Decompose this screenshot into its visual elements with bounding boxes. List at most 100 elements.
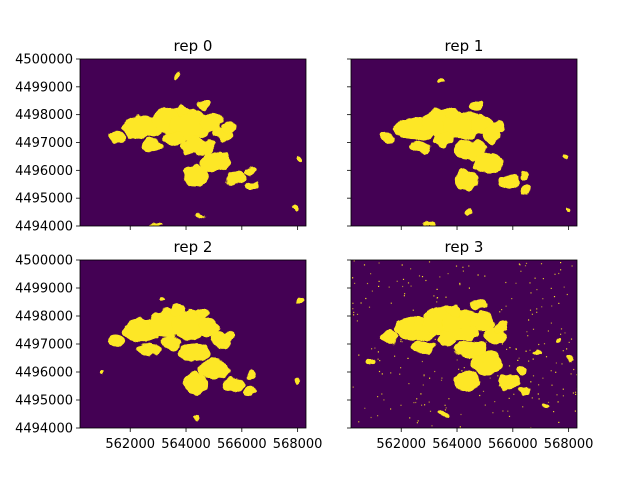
raster-blob (196, 100, 212, 110)
raster-speckle (573, 368, 575, 371)
raster-speckle (459, 350, 461, 352)
raster-blob (453, 369, 480, 392)
raster-speckle (558, 272, 560, 275)
raster-speckle (436, 301, 438, 303)
raster-speckle (508, 397, 510, 399)
raster-speckle (394, 355, 396, 357)
raster-speckle (525, 262, 528, 264)
raster-speckle (547, 401, 550, 403)
raster-speckle (513, 393, 515, 395)
raster-speckle (563, 286, 565, 288)
raster-blob (445, 107, 461, 119)
raster-speckle (445, 407, 447, 409)
raster-speckle (353, 311, 355, 313)
raster-speckle (401, 341, 403, 343)
x-tick-label: 568000 (544, 437, 594, 452)
raster-speckle (557, 401, 559, 403)
y-tick-label: 4497000 (15, 136, 73, 151)
raster-speckle (400, 339, 402, 341)
raster-speckle (547, 330, 549, 332)
raster-speckle (441, 377, 443, 379)
raster-blob (170, 305, 185, 316)
raster-blob (244, 386, 256, 395)
raster-blob (295, 297, 303, 304)
x-tick-label: 562000 (105, 437, 155, 452)
raster-speckle (397, 326, 399, 328)
raster-speckle (564, 332, 566, 334)
raster-speckle (421, 404, 423, 406)
raster-speckle (525, 350, 527, 352)
raster-speckle (434, 370, 436, 373)
raster-speckle (518, 263, 520, 265)
y-tick-label: 4499000 (15, 282, 73, 297)
y-tick-label: 4496000 (15, 164, 73, 179)
raster-blob (566, 207, 571, 212)
x-tick-label: 562000 (376, 437, 426, 452)
raster-speckle (410, 268, 412, 270)
raster-speckle (356, 313, 359, 315)
raster-blob (472, 153, 504, 174)
raster-speckle (447, 273, 449, 275)
raster-speckle (482, 361, 484, 363)
raster-speckle (550, 287, 552, 289)
raster-speckle (560, 328, 563, 330)
raster-blob (519, 385, 531, 395)
raster-speckle (492, 412, 494, 414)
raster-speckle (390, 302, 392, 304)
raster-speckle (448, 398, 450, 400)
raster-speckle (421, 324, 423, 326)
raster-speckle (540, 263, 543, 265)
raster-speckle (574, 391, 577, 393)
raster-speckle (463, 367, 465, 369)
raster-speckle (458, 384, 460, 386)
raster-speckle (396, 280, 398, 282)
raster-speckle (550, 370, 552, 372)
raster-blob (490, 120, 505, 132)
raster-speckle (406, 336, 408, 338)
raster-speckle (469, 325, 471, 327)
raster-speckle (421, 360, 423, 363)
raster-speckle (407, 357, 409, 359)
raster-speckle (462, 266, 464, 268)
raster-speckle (377, 351, 379, 353)
raster-speckle (408, 383, 410, 385)
raster-speckle (524, 265, 527, 267)
raster-blob (245, 166, 256, 175)
raster-speckle (442, 334, 444, 336)
raster-speckle (371, 290, 373, 292)
raster-blob (293, 207, 299, 212)
panel-title: rep 2 (174, 238, 213, 256)
raster-speckle (536, 311, 538, 313)
raster-speckle (417, 420, 419, 422)
raster-speckle (429, 410, 432, 412)
x-tick-label: 566000 (488, 437, 538, 452)
raster-blob (439, 78, 445, 84)
raster-speckle (486, 303, 488, 305)
raster-speckle (494, 401, 496, 403)
raster-blob (563, 154, 569, 161)
raster-speckle (560, 333, 562, 335)
raster-speckle (566, 348, 568, 350)
raster-speckle (468, 287, 470, 289)
y-tick-label: 4495000 (15, 192, 73, 207)
raster-speckle (433, 295, 435, 297)
raster-speckle (479, 394, 481, 397)
panel-title: rep 1 (445, 37, 484, 55)
raster-blob (470, 300, 486, 310)
raster-blob (441, 111, 481, 141)
y-tick-label: 4494000 (15, 422, 73, 437)
raster-blob (557, 338, 564, 344)
panel-0: rep 0 4500000 4499000 4498000 4497000 4496000… (15, 37, 307, 235)
raster-blob (411, 340, 436, 353)
raster-speckle (537, 393, 539, 395)
raster-blob (246, 180, 258, 191)
raster-speckle (505, 281, 507, 284)
raster-blob (435, 331, 457, 346)
raster-speckle (413, 402, 415, 404)
raster-speckle (425, 279, 427, 282)
raster-speckle (538, 384, 540, 386)
x-tick-label: 564000 (432, 437, 482, 452)
raster-speckle (422, 339, 424, 341)
raster-speckle (542, 377, 544, 379)
raster-speckle (511, 378, 513, 380)
